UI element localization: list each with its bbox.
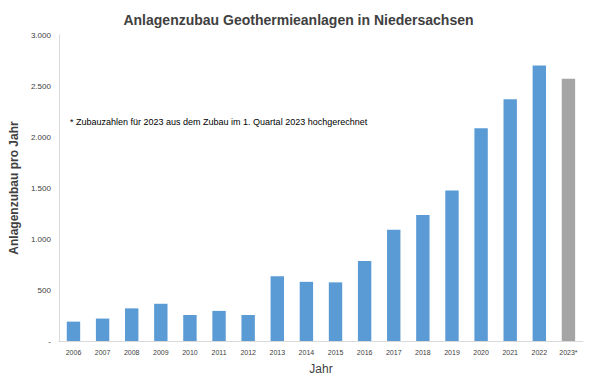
- svg-text:2.000: 2.000: [31, 133, 52, 142]
- svg-text:* Zubauzahlen für 2023 aus dem: * Zubauzahlen für 2023 aus dem Zubau im …: [70, 117, 368, 127]
- svg-text:2023*: 2023*: [559, 349, 578, 356]
- svg-text:2020: 2020: [473, 349, 489, 356]
- svg-text:2008: 2008: [124, 349, 140, 356]
- svg-text:Anlagenzubau pro Jahr: Anlagenzubau pro Jahr: [7, 121, 21, 255]
- svg-text:1.500: 1.500: [31, 184, 52, 193]
- svg-text:Anlagenzubau Geothermieanlagen: Anlagenzubau Geothermieanlagen in Nieder…: [123, 12, 473, 28]
- svg-text:2019: 2019: [444, 349, 460, 356]
- svg-text:2009: 2009: [153, 349, 169, 356]
- svg-text:2012: 2012: [240, 349, 256, 356]
- svg-text:500: 500: [38, 286, 52, 295]
- svg-text:2006: 2006: [66, 349, 82, 356]
- svg-text:-: -: [48, 337, 51, 346]
- svg-text:2015: 2015: [328, 349, 344, 356]
- svg-text:2013: 2013: [269, 349, 285, 356]
- svg-text:2021: 2021: [502, 349, 518, 356]
- svg-text:2014: 2014: [299, 349, 315, 356]
- svg-text:2.500: 2.500: [31, 82, 52, 91]
- svg-text:2016: 2016: [357, 349, 373, 356]
- svg-text:3.000: 3.000: [31, 31, 52, 40]
- svg-text:2010: 2010: [182, 349, 198, 356]
- svg-text:2022: 2022: [532, 349, 548, 356]
- svg-text:2018: 2018: [415, 349, 431, 356]
- svg-text:Jahr: Jahr: [309, 362, 332, 376]
- svg-text:2017: 2017: [386, 349, 402, 356]
- svg-text:2007: 2007: [95, 349, 111, 356]
- svg-text:1.000: 1.000: [31, 235, 52, 244]
- svg-text:2011: 2011: [212, 349, 227, 356]
